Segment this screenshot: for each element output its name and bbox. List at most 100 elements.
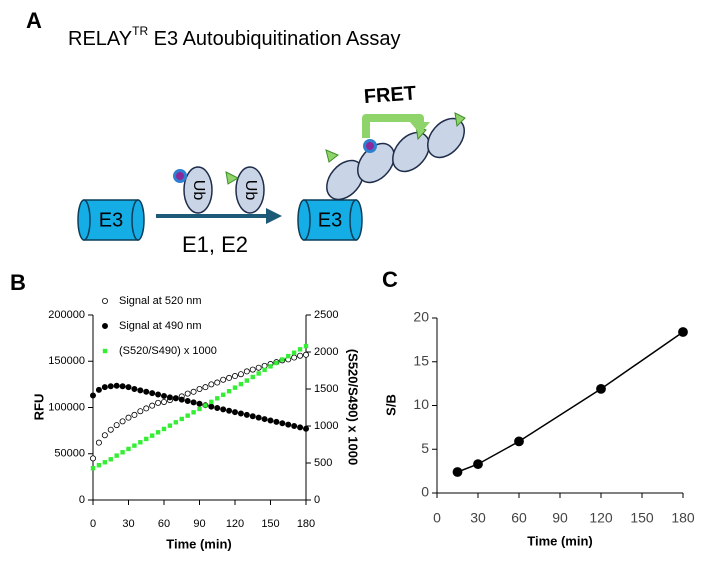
- marker: [131, 385, 138, 392]
- marker: [155, 430, 161, 435]
- y2-tick-label: 1000: [314, 420, 338, 432]
- marker: [208, 381, 215, 388]
- legend-marker: [102, 348, 108, 354]
- x-axis-label: Time (min): [166, 536, 232, 551]
- marker: [285, 421, 292, 428]
- marker: [226, 407, 233, 414]
- marker: [244, 378, 250, 383]
- e3-label: E3: [318, 209, 342, 231]
- marker: [172, 395, 179, 402]
- fret-arrow: [362, 114, 424, 138]
- x-tick-label: 120: [226, 518, 244, 530]
- marker: [596, 383, 606, 394]
- marker: [90, 455, 97, 462]
- marker: [267, 417, 274, 424]
- y-tick-label: 0: [79, 494, 85, 506]
- marker: [243, 411, 250, 418]
- marker: [203, 403, 208, 408]
- marker: [249, 413, 256, 420]
- panel-label: C: [382, 267, 398, 292]
- marker: [302, 425, 309, 432]
- marker: [243, 368, 250, 375]
- marker: [125, 414, 132, 421]
- marker: [108, 457, 113, 462]
- marker: [131, 411, 138, 418]
- marker: [113, 422, 120, 429]
- panel-label: A: [26, 8, 42, 33]
- x-tick-label: 60: [511, 510, 527, 526]
- marker: [209, 399, 214, 405]
- donor-dot: [366, 142, 374, 150]
- marker: [255, 364, 262, 371]
- marker: [173, 420, 179, 425]
- y-tick-label: 5: [421, 440, 429, 456]
- y-tick-label: 100000: [48, 401, 85, 413]
- y2-tick-label: 500: [314, 457, 332, 469]
- marker: [286, 353, 291, 359]
- marker: [302, 351, 309, 358]
- acceptor-triangle: [325, 149, 339, 163]
- y-tick-label: 10: [413, 396, 429, 412]
- x-tick-label: 180: [671, 510, 695, 526]
- x-tick-label: 0: [90, 518, 96, 530]
- marker: [114, 453, 119, 458]
- marker: [90, 465, 96, 471]
- marker: [190, 399, 197, 406]
- e3-cylinder: E3: [77, 199, 145, 241]
- marker: [297, 347, 303, 352]
- y-tick-label: 20: [413, 309, 429, 325]
- x-axis-label: Time (min): [527, 533, 593, 548]
- x-tick-label: 60: [158, 518, 170, 530]
- arrow-head: [266, 208, 282, 224]
- marker: [268, 364, 273, 369]
- marker: [214, 404, 221, 411]
- marker: [262, 367, 267, 373]
- legend-label: Signal at 490 nm: [119, 320, 202, 332]
- marker: [190, 388, 197, 395]
- legend-label: Signal at 520 nm: [119, 295, 202, 307]
- ub-label: Ub: [242, 180, 259, 201]
- title-rest: E3 Autoubiquitination Assay: [148, 28, 400, 50]
- marker: [231, 409, 238, 416]
- x-tick-label: 90: [552, 510, 568, 526]
- marker: [160, 392, 167, 399]
- marker: [291, 422, 298, 429]
- marker: [149, 390, 156, 397]
- marker: [126, 446, 131, 452]
- y-tick-label: 15: [413, 352, 429, 368]
- marker: [232, 385, 238, 390]
- y-axis-label: S/B: [383, 394, 398, 416]
- marker: [155, 391, 162, 398]
- y-tick-label: 50000: [54, 448, 85, 460]
- x-tick-label: 30: [122, 518, 134, 530]
- title-superscript: TR: [132, 24, 148, 38]
- marker: [452, 467, 463, 477]
- ub-oval: [183, 166, 213, 214]
- marker: [249, 366, 256, 373]
- marker: [144, 436, 149, 442]
- marker: [226, 389, 232, 394]
- x-tick-label: 90: [193, 518, 205, 530]
- y-tick-label: 150000: [48, 355, 85, 367]
- marker: [155, 399, 162, 406]
- y-axis-label: RFU: [31, 394, 46, 421]
- marker: [101, 384, 108, 391]
- marker: [196, 385, 203, 392]
- marker: [167, 423, 173, 428]
- e3-cylinder: E3: [297, 199, 363, 241]
- marker: [113, 382, 120, 389]
- title-main: RELAY: [68, 28, 132, 50]
- marker: [102, 460, 108, 465]
- y2-axis-label: (S520/S490) x 1000: [346, 349, 361, 465]
- series-line: [457, 331, 684, 473]
- marker: [220, 376, 227, 383]
- marker: [137, 387, 144, 394]
- marker: [291, 350, 297, 355]
- marker: [184, 390, 191, 397]
- panel-title: RELAYTR E3 Autoubiquitination Assay: [68, 24, 401, 50]
- marker: [237, 371, 244, 378]
- marker: [119, 383, 126, 390]
- marker: [179, 416, 184, 422]
- marker: [95, 386, 102, 393]
